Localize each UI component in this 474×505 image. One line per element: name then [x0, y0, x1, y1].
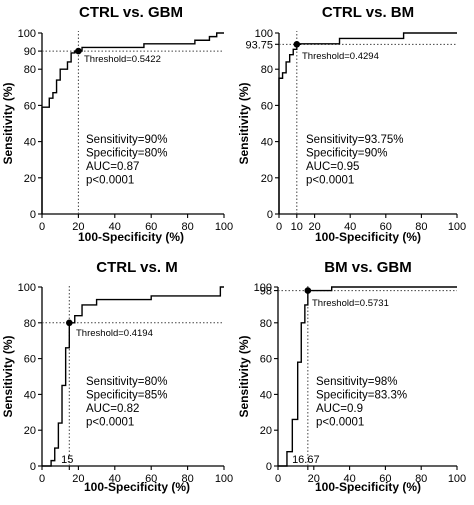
roc-curve: [41, 32, 224, 214]
stat-annotation: p<0.0001: [306, 175, 354, 187]
roc-curve: [278, 32, 457, 214]
y-tick-label: 0: [30, 209, 36, 221]
x-tick-label: 40: [109, 221, 121, 233]
x-axis-label: 100-Specificity (%): [78, 230, 184, 244]
y-axis-label: Sensitivity (%): [237, 82, 251, 164]
x-tick-label: 60: [145, 473, 157, 485]
y-tick-label: 20: [24, 173, 36, 185]
stat-annotation: Specificity=85%: [86, 390, 168, 402]
threshold-label: Threshold=0.5731: [312, 298, 389, 309]
x-tick-label: 20: [72, 221, 84, 233]
x-tick-label: 0: [275, 473, 281, 485]
y-tick-label: 80: [24, 318, 36, 330]
threshold-point: [304, 287, 312, 294]
threshold-label: Threshold=0.5422: [84, 54, 161, 65]
stat-annotation: AUC=0.9: [316, 403, 363, 415]
x-tick-label: 0: [276, 221, 282, 233]
x-tick-label: 40: [344, 221, 356, 233]
y-tick-label: 0: [30, 461, 36, 473]
y-tick-label: 100: [18, 282, 36, 294]
stat-annotation: p<0.0001: [316, 417, 364, 429]
x-axis-label: 100-Specificity (%): [315, 480, 421, 494]
x-tick-label: 60: [145, 221, 157, 233]
x-tick-label: 10: [291, 221, 303, 233]
y-tick-label: 20: [24, 425, 36, 437]
roc-panel-1: CTRL vs. GBM 0 20 40 60 80 90 100 0 20 40 60 80 100 10…: [1, 4, 233, 244]
x-tick-label: 40: [343, 473, 355, 485]
chart-title: CTRL vs. M: [96, 259, 177, 276]
x-tick-label: 100: [215, 473, 233, 485]
x-axis-label: 100-Specificity (%): [315, 230, 421, 244]
y-tick-label: 60: [260, 354, 272, 366]
y-tick-label: 0: [266, 461, 272, 473]
roc-curve: [278, 286, 457, 467]
y-tick-label: 20: [261, 173, 273, 185]
stat-annotation: p<0.0001: [86, 175, 134, 187]
y-tick-label: 40: [261, 137, 273, 149]
x-tick-label: 100: [448, 221, 466, 233]
x-tick-label: 0: [39, 221, 45, 233]
x-tick-label: 20: [308, 221, 320, 233]
x-tick-label: 16.67: [292, 454, 320, 466]
x-tick-label: 20: [72, 473, 84, 485]
y-axis-label: Sensitivity (%): [237, 335, 251, 417]
y-tick-label: 90: [24, 46, 36, 58]
threshold-label: Threshold=0.4294: [302, 51, 379, 62]
y-tick-label: 93.75: [245, 39, 273, 51]
chart-title: CTRL vs. BM: [322, 4, 414, 21]
stat-annotation: AUC=0.82: [86, 403, 139, 415]
roc-panel-3: CTRL vs. M 0 20 40 60 80 100 0 15 20 40 60 80 100 100-…: [1, 259, 233, 494]
y-tick-label: 40: [24, 389, 36, 401]
threshold-point: [75, 47, 82, 55]
stat-annotation: AUC=0.87: [86, 161, 139, 173]
stat-annotation: Specificity=83.3%: [316, 390, 407, 402]
x-axis-label: 100-Specificity (%): [84, 480, 190, 494]
x-tick-label: 15: [61, 454, 73, 466]
y-tick-label: 80: [261, 64, 273, 76]
stat-annotation: Sensitivity=93.75%: [306, 134, 404, 146]
threshold-label: Threshold=0.4194: [76, 328, 153, 339]
stat-annotation: Specificity=90%: [306, 148, 388, 160]
x-tick-label: 20: [308, 473, 320, 485]
chart-title: BM vs. GBM: [324, 259, 412, 276]
y-tick-label: 98: [260, 286, 272, 298]
y-tick-label: 60: [24, 100, 36, 112]
y-axis-label: Sensitivity (%): [1, 82, 15, 164]
stat-annotation: Sensitivity=90%: [86, 134, 168, 146]
y-tick-label: 80: [260, 318, 272, 330]
y-tick-label: 20: [260, 425, 272, 437]
threshold-point: [66, 319, 73, 327]
x-tick-label: 100: [448, 473, 466, 485]
y-tick-label: 0: [267, 209, 273, 221]
x-tick-label: 40: [109, 473, 121, 485]
y-axis-label: Sensitivity (%): [1, 335, 15, 417]
y-tick-label: 100: [255, 28, 273, 40]
x-tick-label: 60: [380, 221, 392, 233]
roc-curve: [42, 286, 224, 467]
x-tick-label: 80: [181, 473, 193, 485]
y-tick-label: 40: [260, 389, 272, 401]
y-tick-label: 100: [18, 28, 36, 40]
threshold-point: [293, 41, 301, 48]
stat-annotation: Specificity=80%: [86, 148, 168, 160]
stat-annotation: p<0.0001: [86, 417, 134, 429]
x-tick-label: 100: [215, 221, 233, 233]
x-tick-label: 80: [181, 221, 193, 233]
x-tick-label: 0: [39, 473, 45, 485]
y-tick-label: 60: [261, 100, 273, 112]
x-tick-label: 80: [415, 221, 427, 233]
stat-annotation: Sensitivity=98%: [316, 376, 398, 388]
y-tick-label: 100: [254, 282, 272, 294]
x-tick-label: 80: [415, 473, 427, 485]
x-tick-label: 60: [379, 473, 391, 485]
stat-annotation: AUC=0.95: [306, 161, 359, 173]
y-tick-label: 60: [24, 354, 36, 366]
y-tick-label: 40: [24, 137, 36, 149]
chart-title: CTRL vs. GBM: [79, 4, 183, 21]
y-tick-label: 80: [24, 64, 36, 76]
stat-annotation: Sensitivity=80%: [86, 376, 168, 388]
